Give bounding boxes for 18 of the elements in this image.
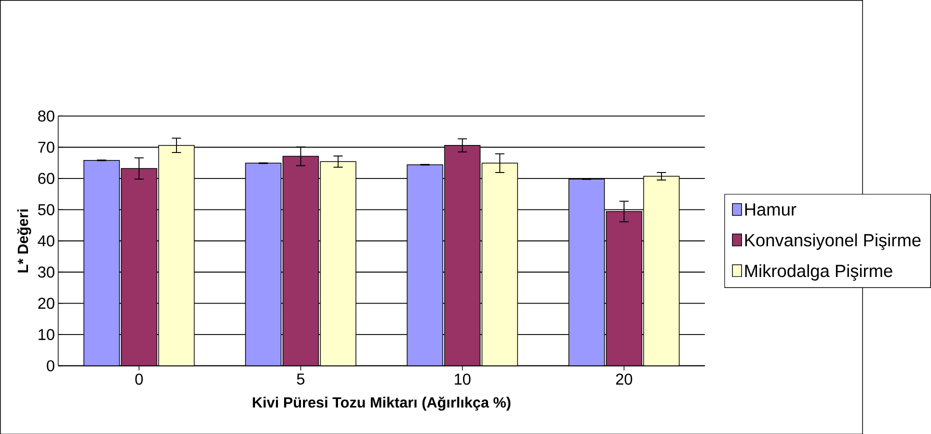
legend-label: Konvansiyonel Pişirme [745, 233, 921, 250]
y-tick-label: 40 [38, 235, 54, 246]
x-tick-label: 10 [454, 373, 470, 385]
y-tick-label: 30 [38, 266, 54, 278]
y-tick-label: 60 [38, 172, 54, 184]
x-tick-label: 20 [616, 373, 632, 385]
y-tick-label: 20 [38, 298, 54, 309]
y-axis-title: L* Değeri [17, 209, 32, 272]
y-tick-label: 0 [46, 360, 54, 372]
y-tick-label: 80 [38, 110, 54, 122]
x-tick-label: 5 [296, 373, 304, 384]
y-tick-label: 10 [38, 328, 54, 340]
y-tick-label: 70 [38, 141, 54, 153]
legend-label: Mikrodalga Pişirme [745, 264, 892, 280]
y-tick-label: 50 [38, 204, 54, 216]
legend-label: Hamur [745, 203, 796, 216]
x-axis-title: Kivi Püresi Tozu Miktarı (Ağırlıkça %) [252, 396, 510, 410]
x-tick-label: 0 [135, 373, 143, 385]
